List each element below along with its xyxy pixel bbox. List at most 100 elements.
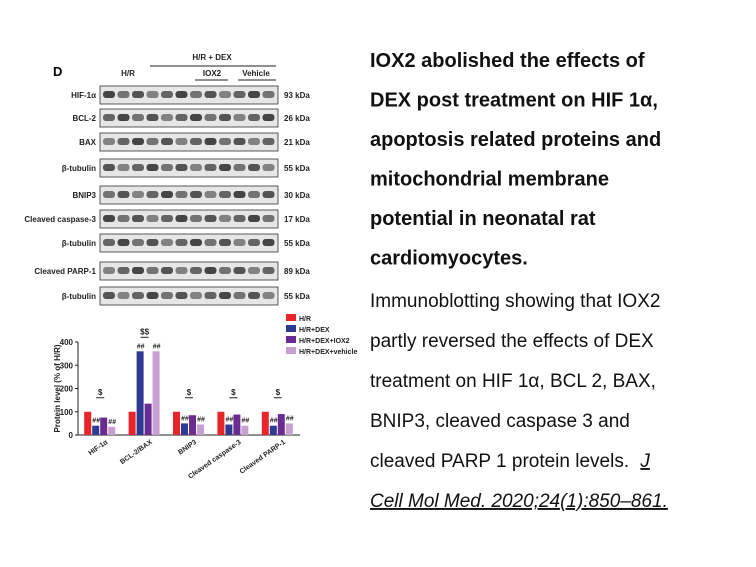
- blot-strip: [99, 132, 279, 152]
- blot-band: [233, 292, 246, 299]
- blot-band: [175, 239, 188, 246]
- bracket-label: $: [187, 388, 192, 397]
- blot-band: [262, 91, 275, 98]
- blot-band: [190, 114, 202, 121]
- blot-band: [117, 292, 130, 299]
- blot-band: [262, 267, 275, 274]
- blot-band: [248, 215, 260, 222]
- blot-band: [117, 267, 130, 274]
- significance: ##: [286, 415, 294, 422]
- caption-body: partly reversed the effects of DEX: [370, 331, 654, 352]
- blot-band: [204, 267, 217, 274]
- bar: [269, 425, 277, 435]
- caption-body: BNIP3, cleaved caspase 3 and: [370, 411, 630, 432]
- legend-swatch: [286, 336, 296, 343]
- y-tick-label: 0: [69, 431, 74, 440]
- y-axis-label: Protein level (% of H/R): [53, 344, 62, 432]
- blot-band: [117, 91, 130, 98]
- blot-strip: [99, 158, 279, 178]
- bar: [261, 411, 269, 435]
- blot-band: [103, 191, 115, 198]
- blot-band: [103, 239, 115, 246]
- blot-band: [219, 191, 231, 198]
- blot-strip: [99, 233, 279, 253]
- bar: [241, 425, 249, 435]
- blot-strip: [99, 286, 279, 306]
- row-label: β-tubulin: [62, 164, 96, 173]
- blot-band: [146, 138, 159, 145]
- lane-label: H/R: [121, 69, 135, 78]
- blot-band: [190, 215, 202, 222]
- blot-band: [175, 138, 188, 145]
- blot-band: [233, 215, 246, 222]
- citation: Cell Mol Med. 2020;24(1):850–861.: [370, 491, 668, 512]
- row-size: 30 kDa: [284, 191, 310, 200]
- blot-band: [103, 292, 115, 299]
- row-label: HIF-1α: [71, 91, 96, 100]
- blot-band: [233, 164, 246, 171]
- row-label: Cleaved PARP-1: [34, 267, 96, 276]
- caption-line: cleaved PARP 1 protein levels.: [370, 451, 634, 472]
- blot-band: [161, 239, 173, 246]
- legend-label: H/R+DEX+vehicle: [299, 349, 357, 356]
- significance: ##: [92, 418, 100, 425]
- blot-band: [132, 215, 144, 222]
- blot-band: [219, 267, 231, 274]
- blot-band: [204, 164, 217, 171]
- blot-band: [146, 114, 159, 121]
- row-label: BAX: [79, 138, 97, 147]
- row-size: 21 kDa: [284, 138, 310, 147]
- caption-body: cleaved PARP 1 protein levels. J: [370, 451, 650, 472]
- legend-swatch: [286, 314, 296, 321]
- blot-band: [233, 114, 246, 121]
- significance: ##: [137, 343, 145, 350]
- blot-band: [132, 191, 144, 198]
- blot-band: [117, 191, 130, 198]
- blot-band: [219, 138, 231, 145]
- lane-label: IOX2: [203, 69, 222, 78]
- caption-title: apoptosis related proteins and: [370, 129, 661, 151]
- bracket-label: $$: [140, 327, 149, 336]
- bar: [92, 425, 100, 435]
- blot-band: [190, 239, 202, 246]
- blot-band: [204, 215, 217, 222]
- row-size: 55 kDa: [284, 239, 310, 248]
- blot-band: [219, 114, 231, 121]
- blot-band: [103, 215, 115, 222]
- blot-band: [204, 91, 217, 98]
- blot-band: [262, 138, 275, 145]
- blot-band: [262, 215, 275, 222]
- bar: [225, 424, 233, 435]
- bar: [277, 414, 285, 435]
- blot-band: [175, 215, 188, 222]
- blot-band: [103, 114, 115, 121]
- blot-band: [248, 91, 260, 98]
- blot-band: [146, 239, 159, 246]
- blot-band: [175, 191, 188, 198]
- blot-band: [117, 239, 130, 246]
- caption-line: treatment on HIF 1α, BCL 2, BAX,: [370, 371, 656, 392]
- bar: [233, 414, 241, 435]
- blot-band: [103, 267, 115, 274]
- blot-band: [161, 191, 173, 198]
- blot-band: [190, 91, 202, 98]
- x-tick-label: BCL-2/BAX: [119, 439, 154, 466]
- blot-band: [117, 114, 130, 121]
- significance: ##: [226, 417, 234, 424]
- legend-label: H/R+DEX+IOX2: [299, 338, 350, 345]
- blot-band: [248, 114, 260, 121]
- blot-band: [190, 164, 202, 171]
- blot-band: [132, 164, 144, 171]
- blot-band: [132, 239, 144, 246]
- caption-title: DEX post treatment on HIF 1α,: [370, 90, 658, 112]
- blot-band: [248, 164, 260, 171]
- group-header: H/R + DEX: [192, 53, 232, 62]
- blot-band: [248, 292, 260, 299]
- blot-band: [248, 191, 260, 198]
- blot-band: [146, 215, 159, 222]
- row-size: 55 kDa: [284, 292, 310, 301]
- blot-strip: [99, 261, 279, 281]
- blot-band: [146, 292, 159, 299]
- blot-band: [146, 164, 159, 171]
- significance: ##: [197, 417, 205, 424]
